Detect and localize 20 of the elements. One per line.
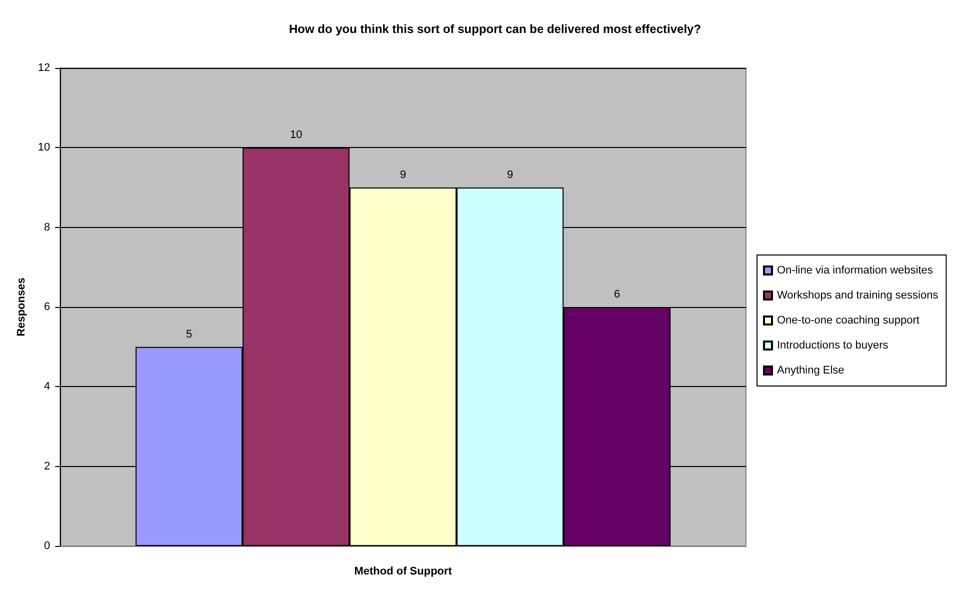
legend-label: Workshops and training sessions [777,290,939,302]
data-label: 10 [290,129,302,142]
data-label: 9 [507,169,514,181]
y-tick-label: 12 [38,62,50,74]
chart-title: How do you think this sort of support can be delivered most effectively? [288,22,702,36]
data-label: 6 [614,288,620,300]
y-tick-label: 0 [44,540,50,552]
x-axis-title: Method of Support [354,566,452,578]
y-axis-title: Responses [16,278,28,336]
legend-label: Introductions to buyers [777,340,889,352]
y-tick-label: 2 [44,460,50,472]
data-label: 9 [400,169,406,181]
y-tick-label: 10 [38,142,50,154]
legend-label: Anything Else [777,364,844,376]
y-tick-label: 6 [44,301,50,313]
data-label: 5 [186,328,192,340]
legend-label: One-to-one coaching support [777,314,920,326]
legend-label: On-line via information websites [777,264,934,276]
y-tick-label: 4 [44,380,50,393]
y-tick-label: 8 [44,221,50,234]
